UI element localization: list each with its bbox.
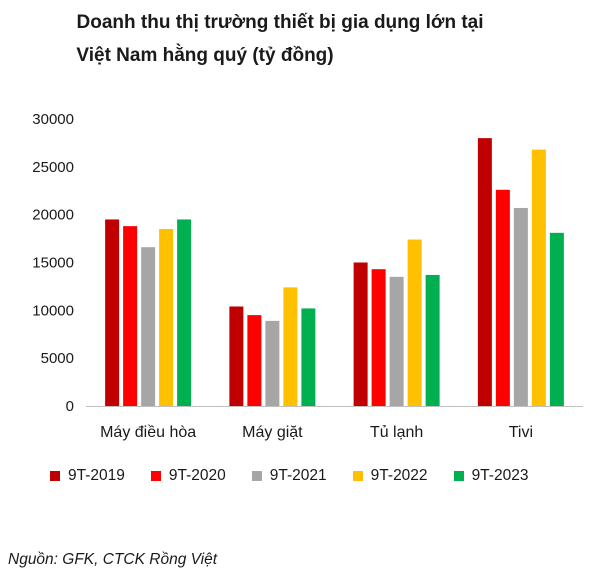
bar-chart: 0 5000 10000 15000 20000 25000 30000 Máy điều h… [32, 111, 583, 441]
chart-title-line-2: Việt Nam hằng quý (tỷ đồng) [76, 45, 334, 66]
legend-label: 9T-2020 [168, 467, 226, 484]
bar [407, 239, 422, 406]
bar [353, 262, 368, 406]
bar [389, 276, 404, 406]
legend-label: 9T-2022 [370, 467, 428, 484]
bar [159, 229, 174, 406]
bar [495, 189, 510, 406]
chart-title: Doanh thu thị trường thiết bị gia dụng l… [0, 6, 600, 72]
legend-item: 9T-2020 [150, 467, 226, 485]
bar [549, 232, 564, 406]
legend-item: 9T-2021 [251, 467, 327, 485]
legend-swatch [453, 471, 464, 481]
y-tick-label: 0 [66, 398, 74, 415]
y-tick-label: 15000 [32, 255, 74, 272]
bar [105, 219, 120, 406]
bar [477, 138, 492, 406]
bar [425, 274, 440, 406]
y-tick-label: 20000 [32, 207, 74, 224]
bar [265, 320, 280, 406]
bar [177, 219, 192, 406]
legend-item: 9T-2019 [50, 467, 125, 485]
legend-swatch [150, 471, 161, 481]
legend-item: 9T-2023 [453, 467, 529, 485]
x-tick-label: Tủ lạnh [370, 424, 423, 441]
bar [229, 306, 244, 406]
y-tick-label: 25000 [32, 159, 74, 176]
chart-legend: 9T-2019 9T-2020 9T-2021 9T-2022 9T-2023 [50, 463, 590, 489]
bar [301, 308, 316, 406]
bar [283, 287, 298, 406]
bar [141, 247, 156, 406]
legend-label: 9T-2019 [68, 467, 125, 484]
legend-label: 9T-2021 [269, 467, 327, 484]
y-tick-label: 5000 [41, 350, 74, 367]
bar [531, 149, 546, 406]
source-note: Nguồn: GFK, CTCK Rồng Việt [8, 551, 218, 568]
bar [513, 207, 528, 406]
bar [371, 269, 386, 406]
bar [123, 226, 138, 406]
legend-swatch [352, 471, 363, 481]
x-tick-label: Máy giặt [242, 424, 303, 441]
bar [247, 315, 262, 406]
x-tick-label: Tivi [509, 424, 533, 441]
legend-label: 9T-2023 [471, 467, 529, 484]
y-tick-label: 10000 [32, 302, 74, 319]
legend-swatch [251, 471, 262, 481]
legend-item: 9T-2022 [352, 467, 428, 485]
x-tick-label: Máy điều hòa [100, 424, 196, 441]
chart-title-line-1: Doanh thu thị trường thiết bị gia dụng l… [76, 12, 484, 33]
y-tick-label: 30000 [32, 111, 74, 128]
legend-swatch [50, 471, 60, 481]
